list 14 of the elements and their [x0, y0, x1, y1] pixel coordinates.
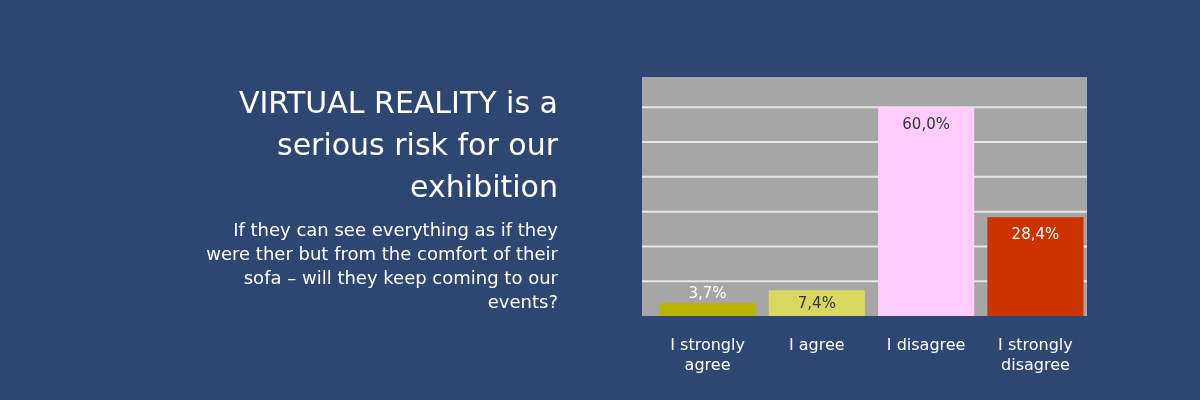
data-label: 3,7% — [688, 284, 727, 303]
x-tick-label: I strongly disagree — [998, 335, 1073, 374]
bar — [659, 303, 756, 316]
text: VIRTUAL REALITY is a serious risk for our exhibition — [238, 85, 559, 204]
bar — [987, 217, 1084, 316]
x-tick-label: I strongly agree — [670, 335, 745, 374]
bar — [768, 290, 865, 316]
text: If they can see everything as if they were ther but from the comfort of their sofa – will they keep coming to our events? — [206, 219, 559, 312]
x-tick-label: I disagree — [886, 335, 966, 354]
data-label: 28,4% — [1011, 225, 1060, 244]
x-tick-label: I agree — [789, 335, 845, 354]
bar — [878, 107, 975, 316]
data-label: 60,0% — [902, 115, 950, 134]
data-label: 7,4% — [797, 294, 836, 313]
